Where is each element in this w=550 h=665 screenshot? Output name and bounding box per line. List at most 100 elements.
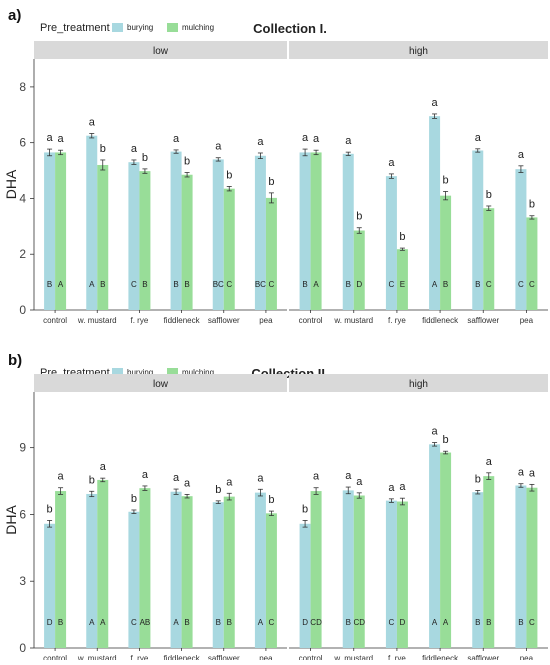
significance-letter: a: [486, 456, 493, 468]
significance-letter: a: [184, 477, 191, 489]
legend-title: Pre_treatment: [40, 22, 110, 34]
bar-mulching: [353, 495, 365, 648]
bar-mulching: [97, 479, 109, 648]
legend-swatch: [167, 23, 178, 32]
panel-letter: a): [8, 7, 21, 24]
bar-burying: [86, 493, 98, 648]
group-letter: A: [100, 618, 106, 627]
bar-mulching: [483, 208, 495, 310]
facet-strip-label: low: [153, 46, 169, 57]
significance-letter: a: [173, 472, 180, 484]
group-letter: BC: [255, 280, 266, 289]
significance-letter: b: [184, 156, 190, 168]
significance-letter: a: [388, 157, 395, 169]
group-letter: AB: [140, 618, 151, 627]
group-letter: C: [529, 618, 535, 627]
bar-mulching: [265, 513, 277, 648]
x-tick-label: f. rye: [388, 316, 406, 325]
group-letter: B: [142, 280, 147, 289]
x-tick-label: f. rye: [131, 654, 149, 660]
group-letter: B: [227, 618, 232, 627]
bar-mulching: [440, 195, 452, 310]
x-tick-label: w. mustard: [77, 654, 117, 660]
y-tick-label: 9: [19, 441, 26, 455]
group-letter: C: [131, 618, 137, 627]
significance-letter: a: [257, 472, 264, 484]
group-letter: CD: [310, 618, 322, 627]
group-letter: B: [58, 618, 63, 627]
bar-mulching: [265, 197, 277, 310]
bar-burying: [170, 151, 182, 310]
group-letter: B: [346, 280, 351, 289]
legend-swatch: [112, 368, 123, 377]
x-tick-label: control: [299, 654, 323, 660]
significance-letter: a: [131, 143, 138, 155]
legend-swatch: [112, 23, 123, 32]
bar-burying: [342, 153, 354, 310]
significance-letter: a: [58, 471, 65, 483]
bar-mulching: [139, 488, 151, 648]
group-letter: B: [100, 280, 105, 289]
legend-label: burying: [127, 368, 153, 377]
group-letter: C: [269, 280, 275, 289]
significance-letter: a: [345, 470, 352, 482]
x-tick-label: safflower: [208, 316, 240, 325]
significance-letter: a: [47, 132, 54, 144]
bar-burying: [254, 492, 266, 648]
group-letter: A: [432, 618, 438, 627]
group-letter: BC: [213, 280, 224, 289]
group-letter: A: [173, 618, 179, 627]
significance-letter: b: [486, 189, 492, 201]
significance-letter: b: [89, 474, 95, 486]
y-tick-label: 4: [19, 191, 26, 205]
bar-mulching: [310, 491, 322, 648]
panel-letter: b): [8, 352, 22, 369]
group-letter: C: [529, 280, 535, 289]
group-letter: A: [89, 280, 95, 289]
significance-letter: a: [226, 476, 233, 488]
x-tick-label: safflower: [467, 654, 499, 660]
x-tick-label: w. mustard: [77, 316, 117, 325]
facet-strip: [289, 41, 548, 59]
bar-mulching: [223, 496, 235, 648]
bar-burying: [128, 511, 140, 648]
x-tick-label: control: [43, 316, 67, 325]
group-letter: B: [486, 618, 491, 627]
group-letter: A: [443, 618, 449, 627]
group-letter: C: [389, 280, 395, 289]
facet-strip-label: low: [153, 379, 169, 390]
bar-burying: [429, 444, 441, 648]
significance-letter: b: [226, 169, 232, 181]
bar-burying: [385, 500, 397, 648]
bar-mulching: [440, 452, 452, 648]
bar-mulching: [483, 476, 495, 648]
significance-letter: a: [173, 133, 180, 145]
bar-burying: [44, 152, 56, 310]
significance-letter: b: [356, 211, 362, 223]
bar-mulching: [97, 164, 109, 310]
significance-letter: a: [100, 461, 107, 473]
significance-letter: b: [475, 473, 481, 485]
group-letter: C: [518, 280, 524, 289]
facet-strip-label: high: [409, 379, 428, 390]
x-tick-label: w. mustard: [333, 654, 373, 660]
significance-letter: a: [388, 482, 395, 494]
significance-letter: b: [268, 176, 274, 188]
group-letter: B: [47, 280, 52, 289]
bar-mulching: [353, 230, 365, 310]
group-letter: B: [184, 618, 189, 627]
bar-burying: [299, 152, 311, 310]
group-letter: A: [89, 618, 95, 627]
significance-letter: a: [313, 133, 320, 145]
significance-letter: b: [100, 143, 106, 155]
legend-label: burying: [127, 23, 153, 32]
x-tick-label: pea: [520, 654, 534, 660]
significance-letter: b: [399, 231, 405, 243]
x-tick-label: f. rye: [131, 316, 149, 325]
bar-burying: [128, 162, 140, 310]
bar-burying: [212, 159, 224, 310]
significance-letter: b: [142, 152, 148, 164]
group-letter: B: [346, 618, 351, 627]
group-letter: C: [131, 280, 137, 289]
